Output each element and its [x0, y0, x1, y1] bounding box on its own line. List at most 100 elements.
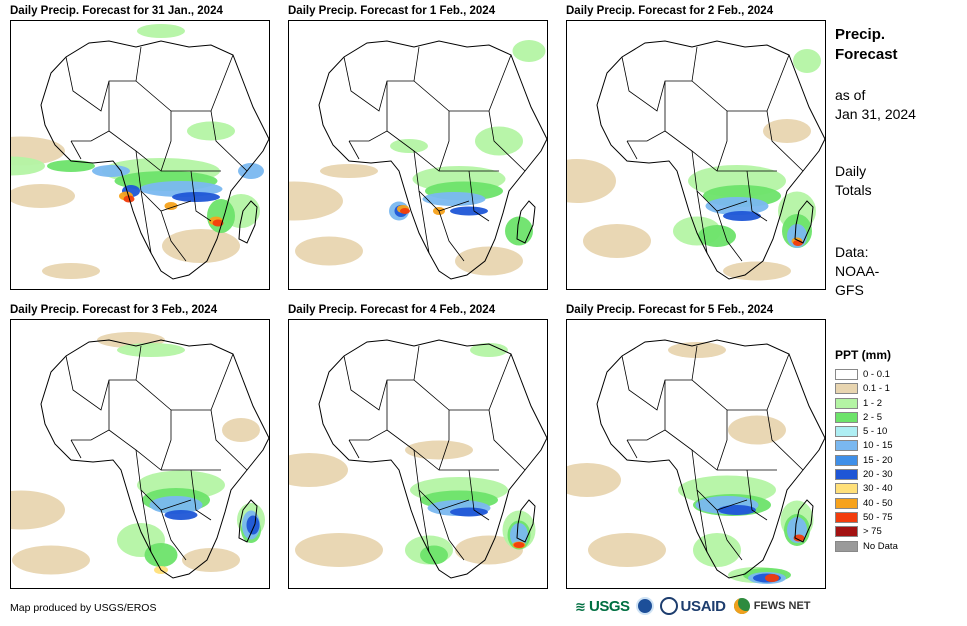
- legend-label: 0 - 0.1: [863, 369, 890, 380]
- country-border: [71, 380, 110, 441]
- legend-label: 15 - 20: [863, 454, 893, 466]
- precip-patch: [513, 542, 525, 548]
- precip-patch: [705, 197, 769, 215]
- precip-map: [288, 319, 548, 589]
- precip-patch: [320, 164, 378, 178]
- precip-patch: [470, 343, 508, 357]
- legend-swatch: [835, 483, 858, 495]
- precip-patch: [455, 246, 523, 276]
- country-border: [413, 449, 470, 511]
- country-border: [386, 429, 499, 471]
- usgs-wave-icon: ≋: [575, 598, 586, 614]
- precip-overlay: [289, 343, 536, 567]
- coastline: [516, 499, 536, 543]
- country-border: [727, 353, 790, 411]
- country-border: [627, 380, 666, 441]
- data-source: Data: NOAA- GFS: [835, 243, 879, 300]
- usgs-logo: ≋ USGS: [575, 598, 630, 615]
- precip-patch: [137, 24, 185, 38]
- country-border: [413, 379, 450, 471]
- country-border: [438, 509, 465, 561]
- precip-patch: [698, 225, 736, 247]
- precip-patch: [289, 453, 348, 487]
- totals-line2: Totals: [835, 182, 872, 198]
- country-border: [691, 379, 728, 471]
- country-border: [210, 409, 248, 471]
- legend-label: 50 - 75: [863, 511, 893, 523]
- legend-swatch: [835, 440, 858, 452]
- sidebar-title-line2: Forecast: [835, 46, 898, 63]
- precip-patch: [512, 40, 546, 62]
- precip-patch: [450, 206, 488, 216]
- country-border: [343, 345, 420, 411]
- precip-patch: [144, 543, 178, 567]
- precip-patch: [728, 415, 786, 445]
- country-border: [621, 345, 698, 411]
- precip-patch: [588, 533, 666, 567]
- precip-patch: [238, 163, 264, 179]
- usgs-logo-text: USGS: [589, 597, 630, 615]
- country-border: [418, 190, 430, 254]
- precip-overlay: [289, 40, 546, 276]
- precip-map: [10, 319, 270, 589]
- precip-patch: [765, 574, 779, 582]
- sidebar-title: Precip. Forecast: [835, 25, 898, 65]
- country-border: [449, 54, 512, 112]
- panel-title: Daily Precip. Forecast for 2 Feb., 2024: [566, 5, 774, 17]
- legend-label: 2 - 5: [863, 411, 883, 423]
- legend-label: No Data: [863, 540, 898, 552]
- legend-label: 1 - 2: [863, 397, 883, 409]
- country-border: [488, 110, 526, 172]
- coastline: [318, 339, 547, 579]
- country-border: [135, 80, 172, 172]
- precip-patch: [92, 165, 130, 177]
- data-source-line1: Data:: [835, 244, 869, 260]
- coastline: [794, 499, 814, 543]
- legend-swatch: [835, 469, 858, 481]
- legend-title: PPT (mm): [835, 348, 892, 362]
- usaid-logo-text: USAID: [680, 597, 726, 615]
- country-border: [691, 150, 748, 212]
- country-borders: [596, 40, 825, 280]
- coastline: [238, 200, 258, 244]
- country-border: [696, 190, 708, 254]
- country-border: [135, 449, 192, 511]
- precip-patch: [668, 342, 726, 358]
- legend-label: 30 - 40: [863, 483, 893, 495]
- country-border: [135, 379, 172, 471]
- country-border: [171, 54, 234, 112]
- precip-map: [288, 20, 548, 290]
- as-of-date: as of Jan 31, 2024: [835, 86, 916, 124]
- legend-swatch: [835, 411, 858, 423]
- legend-swatch: [835, 454, 858, 466]
- precip-patch: [12, 545, 90, 575]
- totals-line1: Daily: [835, 163, 867, 179]
- precip-overlay: [11, 24, 264, 279]
- country-border: [468, 469, 490, 521]
- precip-patch: [295, 533, 383, 567]
- precip-patch: [422, 192, 486, 206]
- country-border: [108, 429, 221, 471]
- precip-patch: [11, 184, 75, 208]
- legend-label: 0.1 - 1: [863, 383, 890, 395]
- precip-patch: [793, 534, 805, 542]
- legend-label: 10 - 15: [863, 440, 893, 452]
- precip-patch: [42, 263, 100, 279]
- precip-patch: [11, 490, 65, 530]
- coastline: [40, 40, 269, 280]
- totals-note: Daily Totals: [835, 162, 872, 200]
- precip-patch: [763, 119, 811, 143]
- country-border: [626, 439, 638, 459]
- precip-patch: [164, 202, 178, 210]
- precip-patch: [505, 216, 533, 246]
- country-border: [190, 469, 212, 521]
- country-border: [727, 54, 790, 112]
- country-border: [349, 380, 388, 441]
- precip-patch: [207, 199, 235, 233]
- fews-globe-icon: [733, 598, 750, 614]
- as-of-label: as of: [835, 87, 866, 103]
- fews-net-logo-text: FEWS NET: [753, 600, 811, 612]
- country-border: [716, 210, 743, 262]
- precip-overlay: [567, 342, 814, 584]
- precip-patch: [390, 139, 428, 153]
